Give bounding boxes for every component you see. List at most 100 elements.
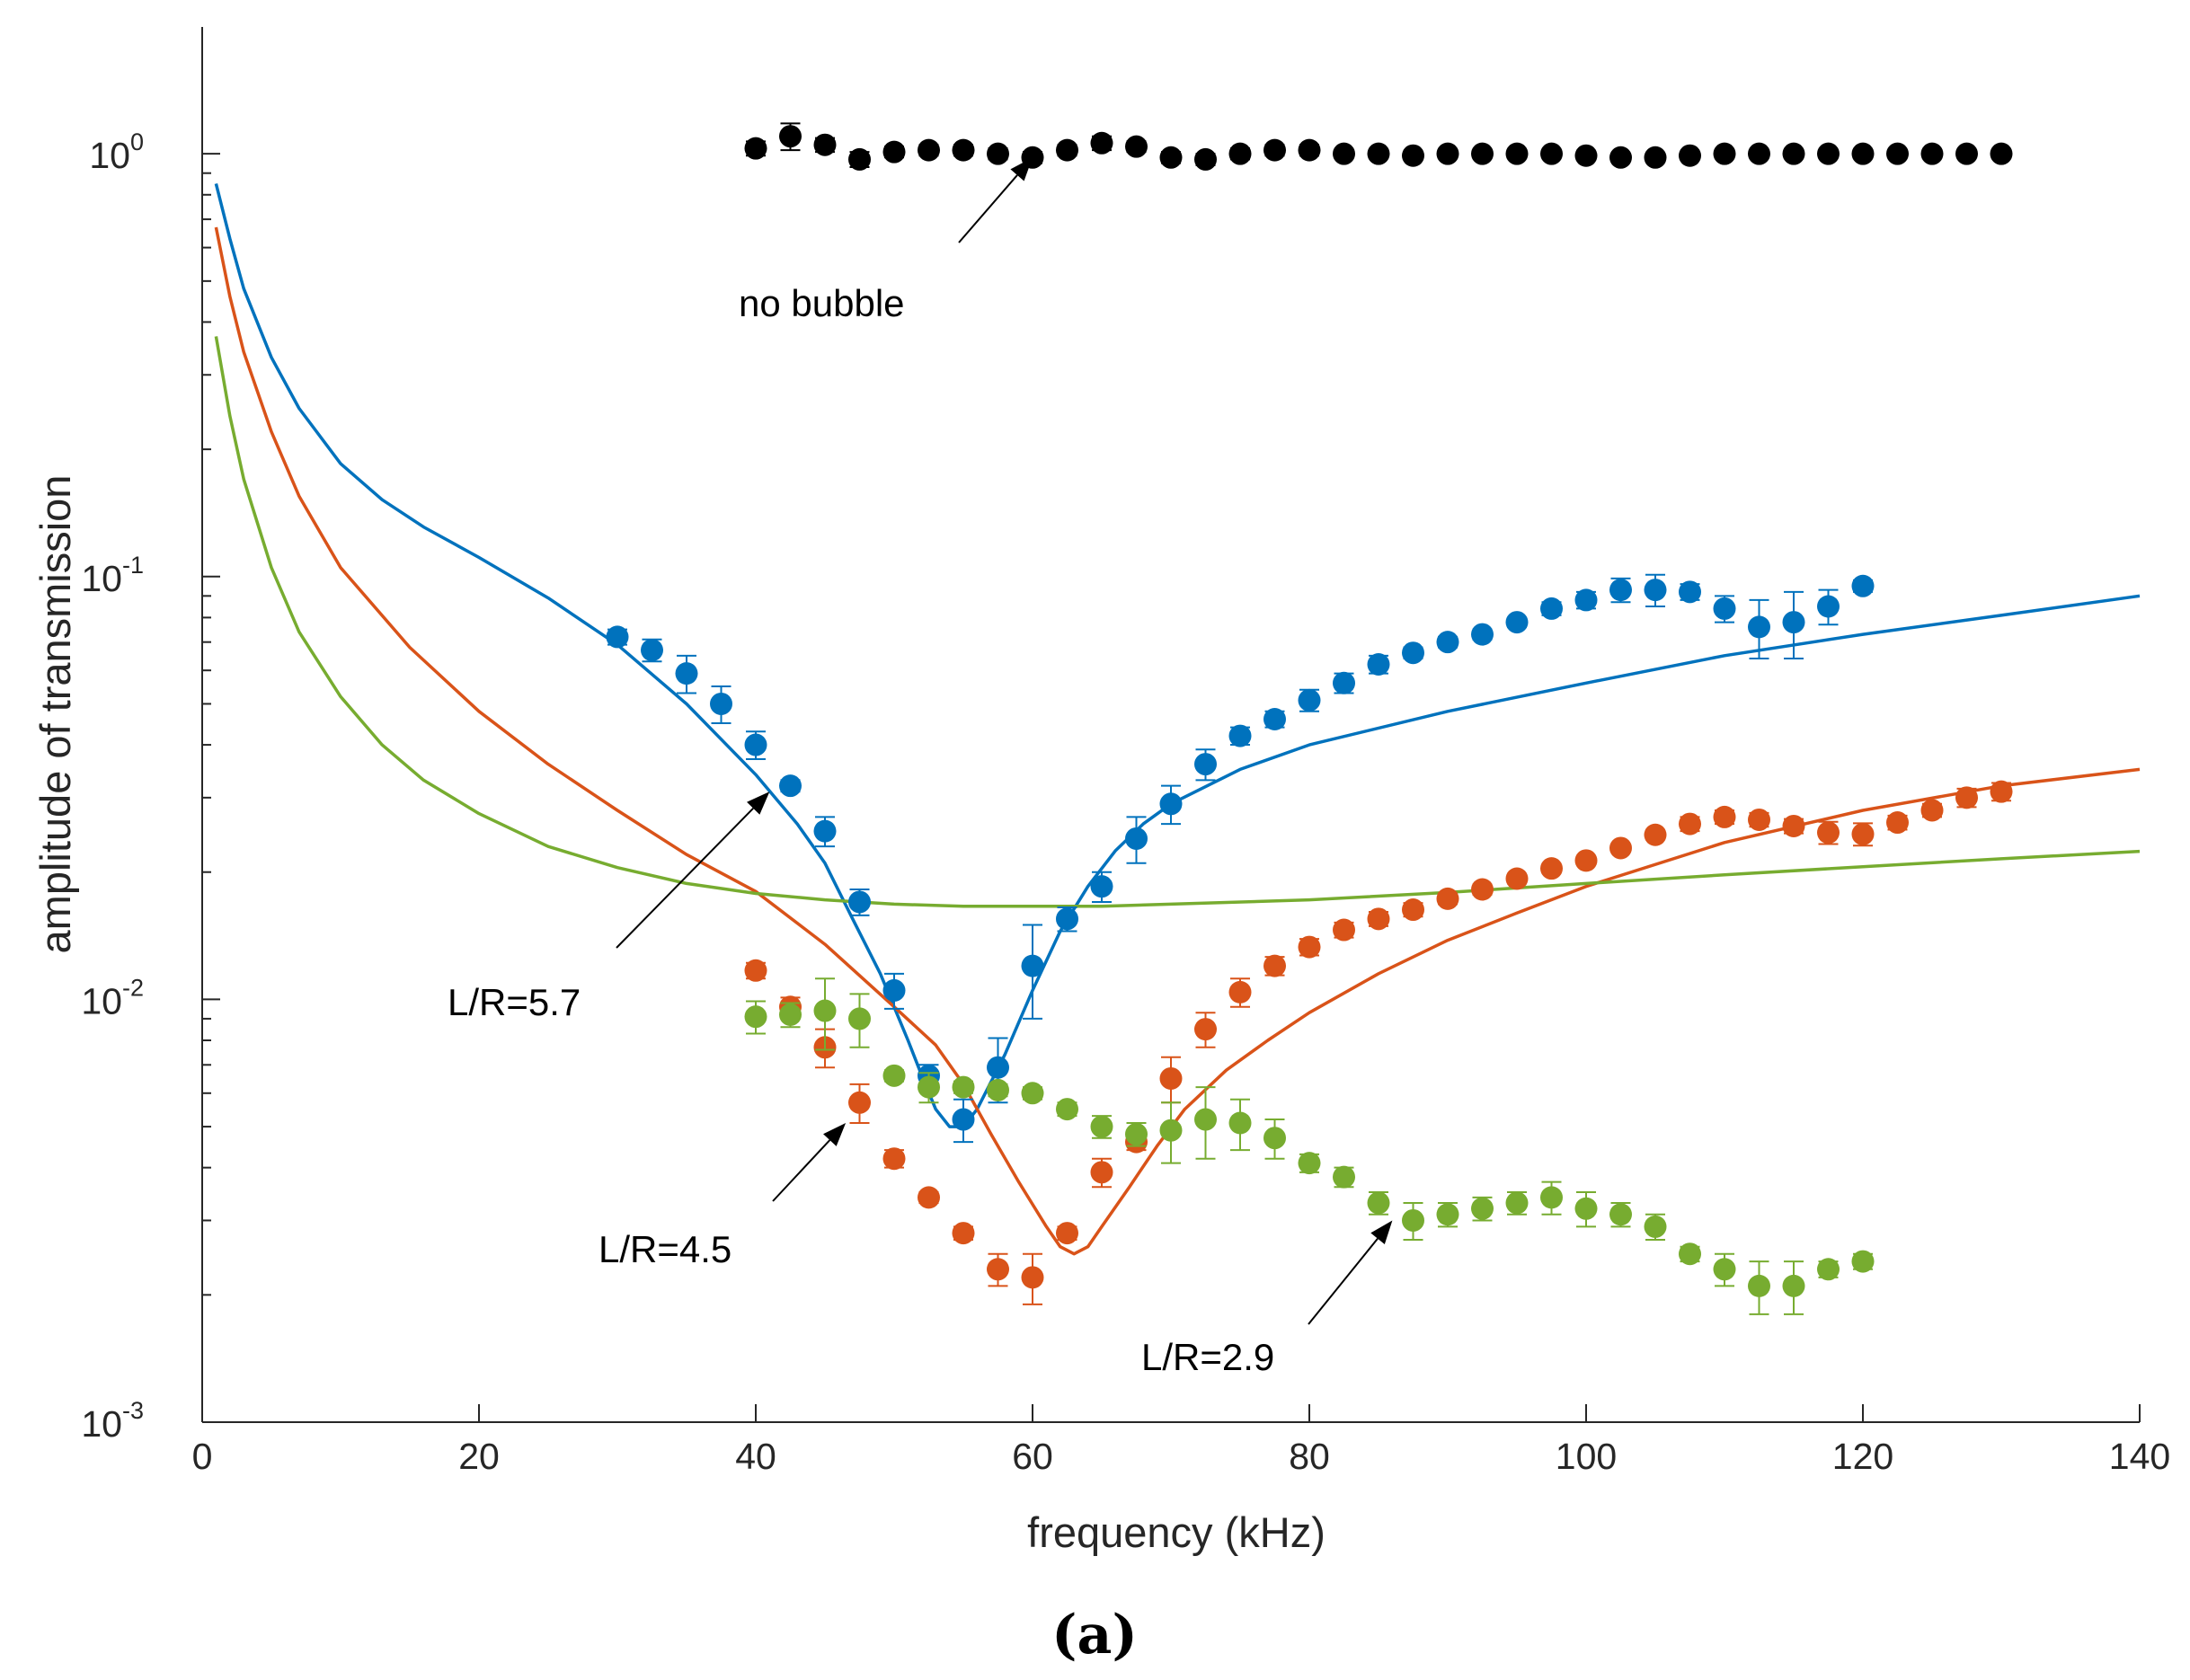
data-point: [1021, 1082, 1044, 1105]
data-point: [1228, 1111, 1252, 1135]
data-point: [1125, 827, 1148, 850]
data-point: [1125, 1122, 1148, 1145]
data-point: [1748, 615, 1770, 639]
x-tick-label: 60: [1012, 1436, 1053, 1477]
data-point: [744, 733, 767, 756]
data-point: [1817, 142, 1840, 165]
model-curve: [214, 226, 2141, 1256]
axes: [201, 27, 2141, 1423]
measured-points: [606, 122, 2013, 1315]
data-point: [1194, 753, 1217, 776]
data-point: [1574, 1197, 1598, 1220]
data-point: [1505, 142, 1529, 165]
data-point: [1436, 142, 1459, 165]
data-point: [1333, 1165, 1355, 1189]
data-point: [918, 1186, 940, 1209]
data-point: [1263, 138, 1286, 162]
data-point: [1679, 1242, 1701, 1266]
data-point: [1574, 849, 1598, 872]
data-point: [1505, 611, 1529, 634]
model-curve: [214, 336, 2141, 908]
data-point: [1851, 142, 1875, 165]
figure-caption: (a): [1051, 1604, 1138, 1667]
data-point: [1817, 821, 1840, 844]
data-point: [1333, 142, 1355, 165]
data-point: [1609, 579, 1632, 602]
data-point: [1574, 144, 1598, 167]
data-point: [1367, 1191, 1390, 1215]
data-point: [952, 1222, 975, 1245]
data-point: [1748, 808, 1770, 831]
annotation-label: L/R=2.9: [1141, 1336, 1274, 1378]
data-point: [1782, 611, 1805, 634]
annotation-arrow-head: [1370, 1220, 1393, 1244]
data-point: [1713, 805, 1736, 828]
data-point: [848, 1007, 871, 1030]
data-point: [1851, 1250, 1875, 1273]
data-point: [952, 1108, 975, 1131]
data-point: [1679, 812, 1701, 836]
data-point: [1540, 142, 1563, 165]
data-point: [1194, 1108, 1217, 1131]
data-point: [1159, 1119, 1183, 1142]
data-point: [1471, 142, 1494, 165]
y-tick-base: 10: [81, 1403, 122, 1445]
data-point: [813, 819, 837, 843]
annotation-label: L/R=4.5: [598, 1228, 731, 1270]
annotation-arrow-line: [1308, 1238, 1379, 1325]
data-point: [1886, 811, 1909, 835]
data-point: [1851, 822, 1875, 845]
data-point: [1851, 574, 1875, 597]
data-point: [1298, 138, 1321, 162]
data-point: [987, 1258, 1009, 1281]
data-point: [1090, 1115, 1113, 1138]
data-point: [1194, 147, 1217, 171]
data-point: [779, 125, 802, 148]
data-point: [1990, 142, 2013, 165]
data-point: [1609, 1203, 1632, 1226]
data-point: [882, 978, 906, 1002]
data-point: [1159, 146, 1183, 169]
x-tick-label: 20: [458, 1436, 500, 1477]
data-point: [987, 1078, 1009, 1101]
annotation-arrow-line: [772, 1139, 831, 1202]
data-point: [1298, 688, 1321, 712]
x-axis-label: frequency (kHz): [1027, 1508, 1326, 1556]
data-point: [1333, 671, 1355, 694]
data-point: [1609, 836, 1632, 860]
data-point: [1644, 1215, 1667, 1238]
data-point: [1298, 1152, 1321, 1175]
data-point: [1471, 878, 1494, 901]
data-point: [1263, 954, 1286, 977]
y-tick-base: 10: [81, 558, 122, 599]
y-tick-label: 10-3: [81, 1397, 144, 1445]
data-point: [848, 147, 871, 171]
y-tick-base: 10: [81, 980, 122, 1021]
data-point: [1090, 131, 1113, 155]
data-point: [1782, 1274, 1805, 1297]
data-point: [1228, 724, 1252, 747]
data-point: [1056, 907, 1078, 931]
data-point: [1644, 823, 1667, 846]
data-point: [1056, 1222, 1078, 1245]
data-point: [1402, 898, 1424, 922]
data-point: [1402, 1208, 1424, 1232]
data-point: [606, 625, 629, 649]
data-point: [1436, 887, 1459, 910]
data-point: [1990, 780, 2013, 803]
data-point: [1021, 1266, 1044, 1289]
annotation-label: no bubble: [739, 282, 905, 324]
data-point: [1056, 138, 1078, 162]
data-point: [1817, 1258, 1840, 1281]
data-point: [1540, 857, 1563, 880]
data-point: [918, 138, 940, 162]
data-point: [952, 138, 975, 162]
data-point: [813, 133, 837, 156]
data-point: [882, 140, 906, 164]
annotation-arrow-line: [616, 808, 754, 949]
data-point: [1540, 597, 1563, 620]
y-tick-exponent: -3: [122, 1397, 144, 1424]
data-point: [1056, 1098, 1078, 1121]
data-point: [1471, 1197, 1494, 1220]
